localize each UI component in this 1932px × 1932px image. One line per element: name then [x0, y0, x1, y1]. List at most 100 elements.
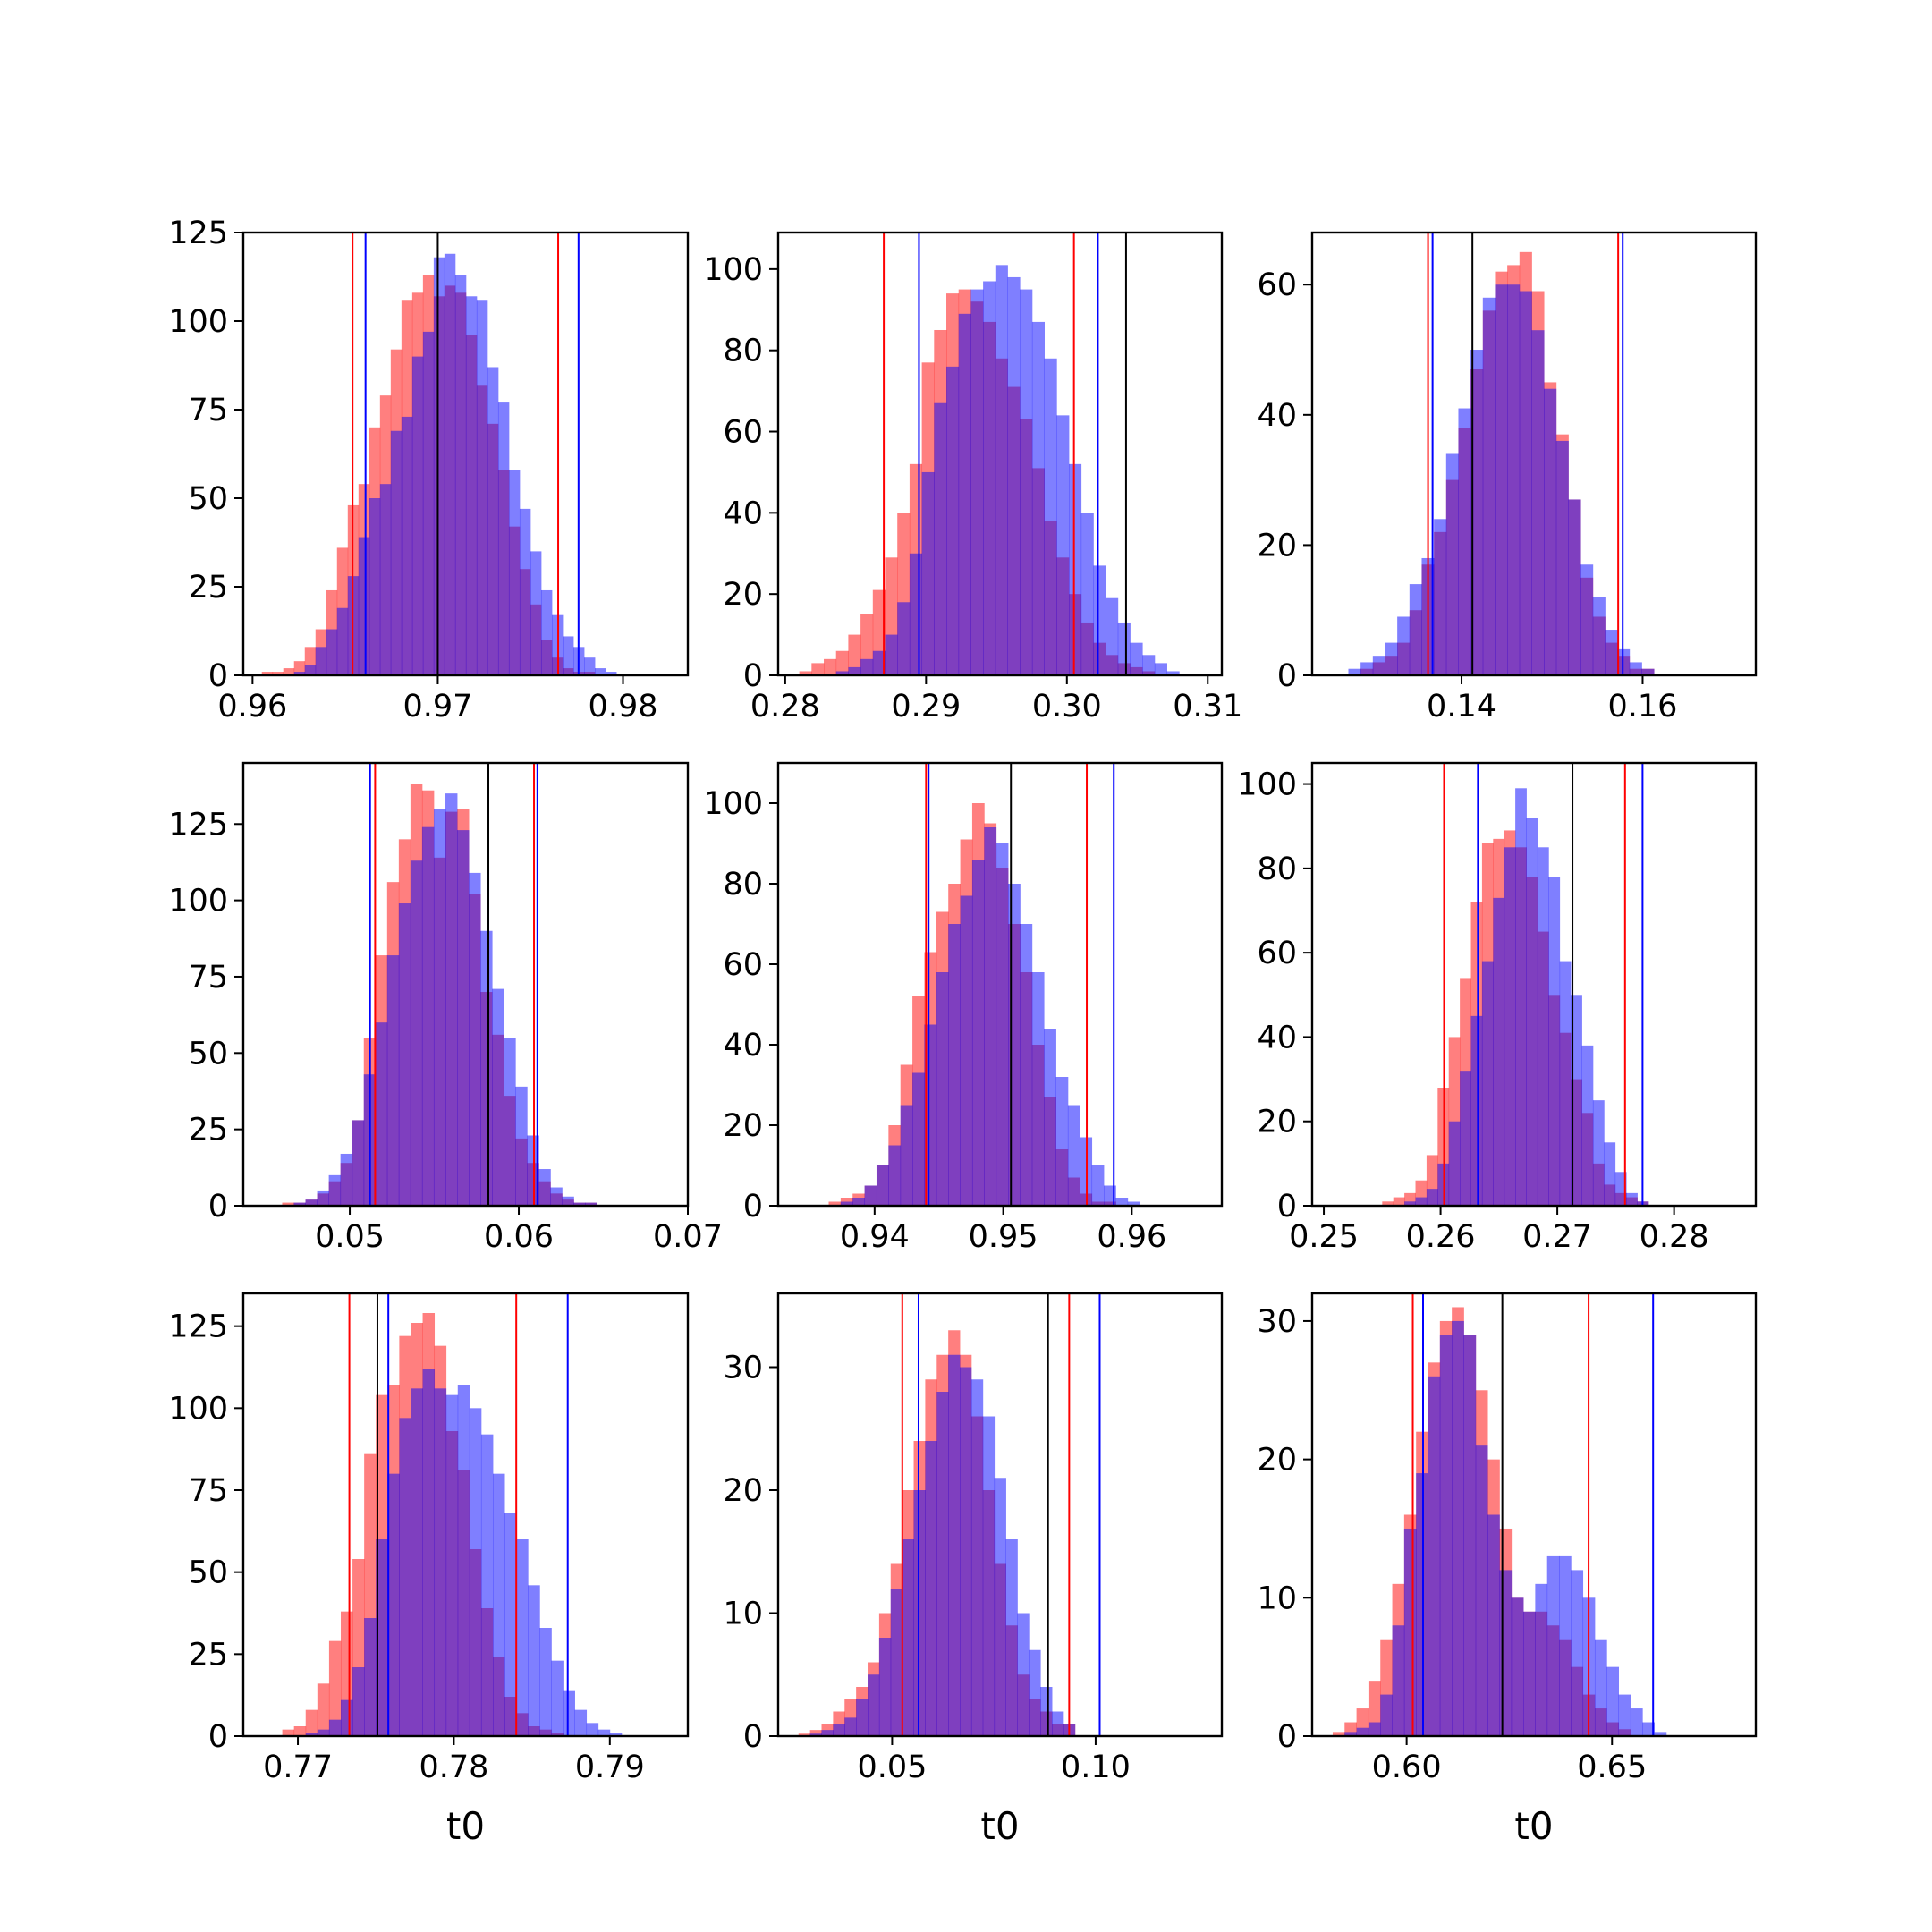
- bar-red: [1393, 1197, 1405, 1206]
- bar-blue: [398, 903, 411, 1206]
- x-tick-label: 0.78: [419, 1750, 488, 1785]
- axes-frame: [1310, 231, 1758, 677]
- x-tick-label: 0.95: [969, 1219, 1038, 1255]
- bar-blue: [1356, 1727, 1369, 1736]
- y-tick-label: 100: [168, 884, 228, 919]
- y-tick-label: 25: [188, 570, 228, 606]
- bar-blue: [493, 1473, 505, 1736]
- bar-blue: [1630, 1708, 1643, 1736]
- bar-blue: [1392, 1625, 1405, 1736]
- axes-frame: [242, 231, 690, 677]
- bar-red: [293, 1726, 307, 1736]
- y-tick-label: 10: [723, 1597, 763, 1632]
- bar-blue: [1439, 1335, 1453, 1736]
- bar-blue: [1592, 597, 1606, 675]
- bar-blue: [519, 508, 531, 675]
- bar-blue: [562, 1196, 574, 1206]
- bar-blue: [1568, 499, 1581, 675]
- bar-blue: [457, 830, 470, 1206]
- y-tick-label: 100: [168, 304, 228, 340]
- plot-area: [828, 763, 1140, 1206]
- y-tick-label: 20: [1257, 528, 1297, 564]
- bar-blue: [1403, 1528, 1417, 1736]
- bar-blue: [1614, 1172, 1627, 1206]
- bar-blue: [444, 253, 456, 675]
- bar-blue: [971, 860, 985, 1206]
- y-tick-label: 20: [723, 577, 763, 613]
- bar-blue: [609, 1733, 623, 1736]
- bar-blue: [454, 275, 467, 675]
- bar-red: [305, 1709, 318, 1736]
- bar-blue: [305, 1733, 318, 1736]
- bar-blue: [1641, 668, 1655, 675]
- bar-blue: [1493, 897, 1505, 1206]
- y-tick-label: 100: [168, 1391, 228, 1427]
- bar-blue: [550, 1187, 563, 1206]
- bar-blue: [1594, 1639, 1607, 1736]
- y-tick-label: 100: [1237, 767, 1297, 803]
- bar-blue: [1008, 884, 1021, 1206]
- bar-blue: [1605, 630, 1618, 675]
- bar-blue: [1385, 642, 1398, 675]
- bar-blue: [480, 1434, 494, 1736]
- bar-blue: [516, 1539, 529, 1736]
- y-tick-label: 60: [1257, 267, 1297, 303]
- bar-blue: [848, 666, 861, 675]
- y-tick-label: 10: [1257, 1580, 1297, 1616]
- histogram-panel-5: 0.94 0.95 0.96 0 20 40 60 80 100: [703, 761, 1224, 1255]
- bar-blue: [1535, 1583, 1548, 1736]
- bar-blue: [924, 1024, 937, 1206]
- bar-blue: [1487, 1514, 1500, 1736]
- bar-blue: [872, 650, 886, 675]
- bar-blue: [1005, 1539, 1018, 1736]
- bar-blue: [1428, 1376, 1441, 1736]
- bar-blue: [864, 1185, 877, 1206]
- y-tick-label: 80: [723, 334, 763, 369]
- x-tick-label: 0.29: [891, 689, 961, 724]
- bar-blue: [387, 1473, 400, 1736]
- bar-blue: [982, 1416, 996, 1736]
- x-tick-label: 0.97: [402, 689, 472, 724]
- bar-blue: [469, 872, 481, 1206]
- x-tick-label: 0.25: [1289, 1219, 1359, 1255]
- bar-blue: [1642, 1722, 1655, 1736]
- x-tick-label: 0.28: [750, 689, 820, 724]
- bar-blue: [465, 296, 478, 675]
- y-tick-label: 100: [703, 252, 763, 288]
- bar-blue: [1115, 1198, 1129, 1206]
- histogram-panel-8: 0.05 0.10 0 10 20 30 t0: [723, 1292, 1224, 1848]
- x-tick-label: 0.14: [1427, 689, 1496, 724]
- bar-blue: [476, 300, 488, 675]
- plot-area: [798, 1293, 1101, 1736]
- x-tick-label: 0.07: [653, 1219, 723, 1255]
- y-tick-label: 80: [1257, 852, 1297, 887]
- series-blue: [305, 1368, 623, 1736]
- bar-blue: [852, 1198, 866, 1206]
- bar-blue: [1526, 818, 1538, 1206]
- bar-blue: [1544, 388, 1557, 675]
- bar-blue: [970, 1379, 984, 1736]
- bar-blue: [936, 972, 949, 1206]
- y-tick-label: 100: [703, 786, 763, 822]
- bar-blue: [584, 657, 596, 675]
- axes-frame: [1310, 1292, 1758, 1738]
- bar-blue: [860, 658, 874, 675]
- x-tick-label: 0.77: [263, 1750, 333, 1785]
- bar-blue: [1499, 1570, 1513, 1736]
- bar-blue: [1380, 1694, 1393, 1736]
- bar-blue: [1142, 655, 1156, 675]
- bar-blue: [1626, 1192, 1638, 1206]
- bar-blue: [1445, 453, 1459, 675]
- bar-blue: [1360, 662, 1374, 675]
- bar-blue: [821, 1730, 834, 1736]
- y-tick-label: 0: [743, 658, 763, 694]
- bar-blue: [1546, 1555, 1560, 1736]
- bar-blue: [1559, 961, 1572, 1206]
- bar-blue: [305, 1199, 318, 1206]
- bar-red: [317, 1683, 330, 1736]
- bar-blue: [1426, 1189, 1438, 1206]
- bar-blue: [1537, 847, 1549, 1206]
- bar-blue: [585, 1202, 597, 1206]
- bar-blue: [902, 1539, 914, 1736]
- bar-red: [828, 1201, 842, 1206]
